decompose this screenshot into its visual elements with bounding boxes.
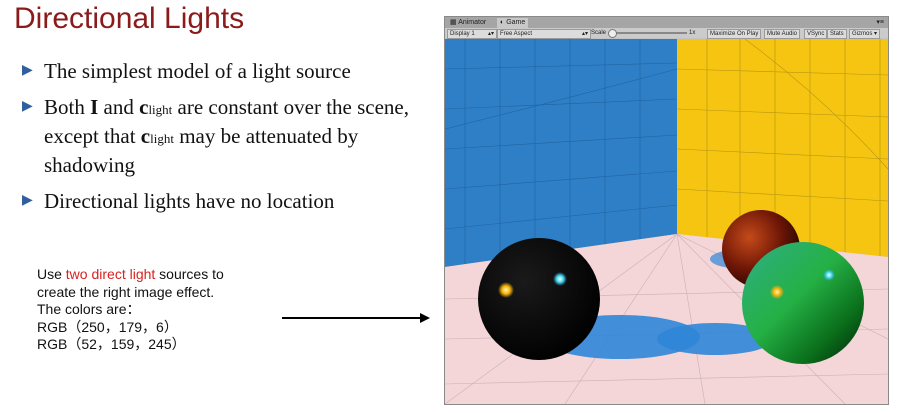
black-sphere [478, 238, 600, 360]
color-symbol: c [140, 124, 151, 148]
bullet-text: Directional lights have no location [44, 189, 335, 213]
window-menu-icon[interactable]: ▾≡ [876, 19, 884, 26]
bullet-text: The simplest model of a light source [44, 59, 351, 83]
chevron-down-icon: ▴▾ [487, 31, 494, 37]
vsync-toggle[interactable]: VSync [804, 29, 828, 39]
aspect-dropdown[interactable]: Free Aspect ▴▾ [497, 29, 591, 39]
yellow-wall [677, 39, 888, 257]
gizmos-dropdown[interactable]: Gizmos ▾ [849, 29, 881, 39]
color-subscript: light [150, 131, 174, 146]
dropdown-value: Free Aspect [500, 31, 533, 37]
tab-label: Game [506, 19, 526, 26]
game-toolbar: Display 1 ▴▾ Free Aspect ▴▾ Scale 1x Max… [445, 28, 888, 39]
exercise-note: Use two direct light sources to create t… [37, 266, 224, 354]
bullet-text-part: are constant over the scene, except that [44, 95, 410, 148]
bullet-arrow-icon: ▶ [22, 99, 33, 114]
color-symbol: c [139, 95, 149, 119]
color-subscript: light [148, 102, 173, 117]
note-line: The colors are： [37, 301, 141, 317]
note-text: Use [37, 266, 66, 282]
display-dropdown[interactable]: Display 1 ▴▾ [447, 29, 497, 39]
maximize-on-play-toggle[interactable]: Maximize On Play [707, 29, 762, 39]
bullet-item: ▶ Both I and clight are constant over th… [22, 94, 432, 178]
note-text: sources to [155, 266, 224, 282]
bullet-arrow-icon: ▶ [22, 63, 33, 78]
tab-game[interactable]: ◐ Game [497, 18, 529, 28]
scale-slider[interactable] [608, 29, 687, 38]
bullet-text-part: and [98, 95, 140, 119]
intensity-symbol: I [90, 95, 99, 119]
scale-value: 1x [689, 30, 696, 36]
stats-toggle[interactable]: Stats [827, 29, 847, 39]
yellow-wall-grid [676, 39, 888, 256]
slide-title: Directional Lights [14, 2, 245, 35]
yellow-highlight [770, 285, 784, 299]
bullet-text-part: may be attenuated by shadowing [44, 124, 359, 177]
tab-bar: ▦ Animator ◐ Game ▾≡ [445, 17, 888, 28]
green-sphere [742, 242, 864, 364]
dropdown-value: Display 1 [450, 31, 475, 37]
blue-highlight [553, 272, 567, 286]
chevron-down-icon: ▴▾ [581, 31, 588, 37]
bullet-text-part: Both [44, 95, 91, 119]
bullet-item: ▶ The simplest model of a light source [22, 58, 432, 84]
bullet-arrow-icon: ▶ [22, 193, 33, 208]
scale-label: Scale [591, 30, 607, 36]
game-view-render [445, 39, 888, 404]
blue-wall-grid [445, 39, 678, 264]
note-highlight: two direct light [65, 266, 156, 282]
tab-label: Animator [458, 19, 487, 26]
tab-animator[interactable]: ▦ Animator [447, 18, 489, 28]
bullet-item: ▶ Directional lights have no location [22, 188, 432, 214]
sphere-shadow [657, 323, 773, 355]
note-line: create the right image effect. [37, 283, 215, 300]
animator-icon: ▦ [450, 19, 457, 26]
dropdown-value: Gizmos [852, 31, 873, 37]
yellow-highlight [498, 282, 514, 298]
note-line: RGB（250，179，6） [37, 318, 178, 335]
slider-handle[interactable] [608, 29, 617, 38]
blue-highlight [823, 269, 835, 281]
pointer-arrow-icon [282, 313, 430, 323]
note-line: Use two direct light sources to [37, 266, 224, 284]
note-line: RGB（52，159，245） [37, 336, 186, 352]
blue-wall [445, 39, 677, 267]
unity-game-window: ▦ Animator ◐ Game ▾≡ Display 1 ▴▾ Free A… [444, 16, 889, 405]
bullet-list: ▶ The simplest model of a light source ▶… [22, 58, 432, 224]
game-icon: ◐ [500, 19, 505, 26]
mute-audio-toggle[interactable]: Mute Audio [764, 29, 801, 39]
